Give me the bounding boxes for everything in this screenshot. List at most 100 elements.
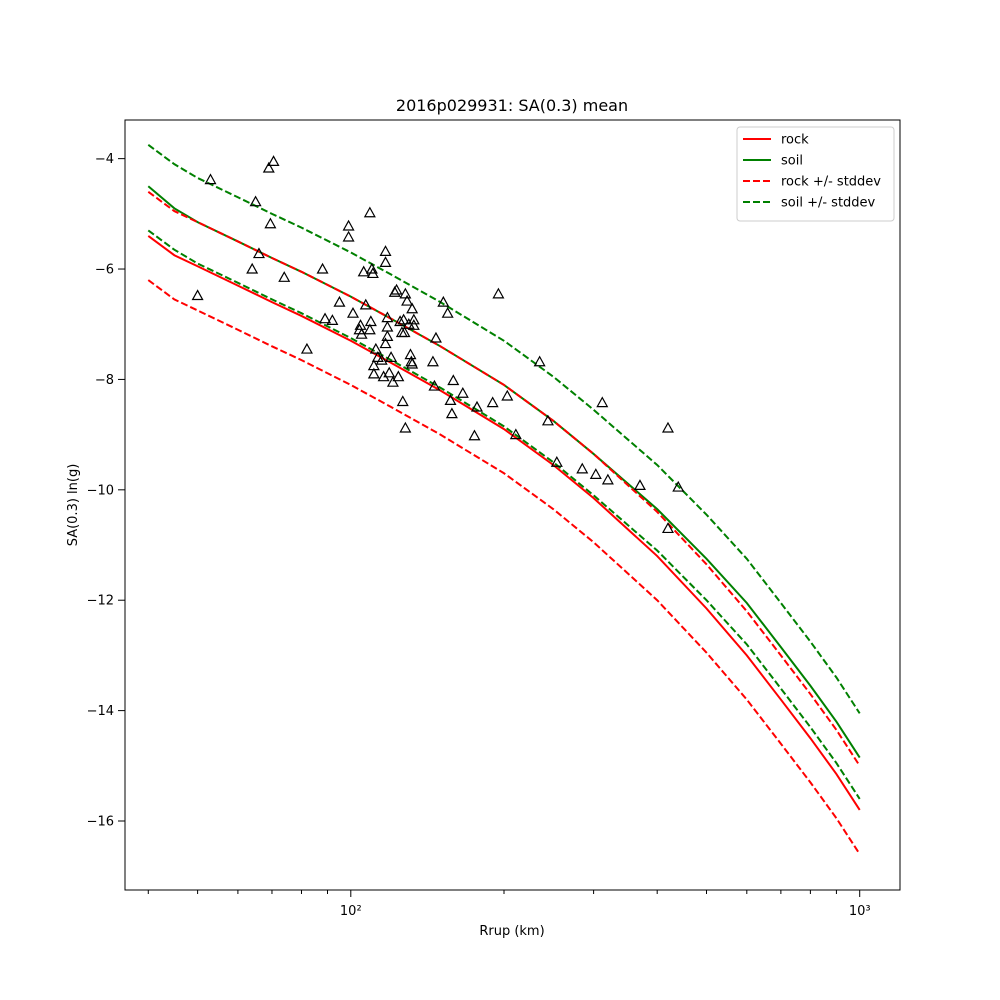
observation-point-75 <box>533 355 546 367</box>
legend: rock soil rock +/- stddev soil +/- stddev <box>736 126 895 222</box>
observation-point-67 <box>447 374 460 386</box>
observation-point-21 <box>359 298 372 310</box>
observation-point-34 <box>379 256 392 268</box>
observation-point-64 <box>441 306 454 318</box>
observation-point-78 <box>576 462 589 474</box>
observation-point-52 <box>401 294 414 306</box>
observation-point-15 <box>342 230 355 242</box>
series-line-4 <box>147 144 861 714</box>
observation-point-12 <box>326 314 339 325</box>
y-tick-label-6: −4 <box>95 152 114 167</box>
observation-point-16 <box>346 306 360 318</box>
x-tick-label-1: 10³ <box>849 904 871 919</box>
observation-point-72 <box>492 287 505 299</box>
observation-point-45 <box>394 315 407 327</box>
plot-area <box>147 144 861 855</box>
observation-point-35 <box>379 337 392 349</box>
y-tick-label-5: −6 <box>95 263 114 278</box>
legend-label-2: rock +/- stddev <box>781 175 881 190</box>
observation-point-5 <box>262 161 275 173</box>
observation-point-80 <box>596 396 609 408</box>
observation-point-24 <box>364 315 377 327</box>
y-tick-label-1: −14 <box>87 704 114 719</box>
axes: 10² 10³ −16 −14 −12 −10 −8 −6 −4 <box>87 152 871 919</box>
observation-point-39 <box>383 366 396 378</box>
observation-point-62 <box>429 331 442 343</box>
observation-point-48 <box>397 313 410 325</box>
legend-box <box>736 126 895 222</box>
observation-point-55 <box>406 302 419 314</box>
observation-point-60 <box>426 355 439 367</box>
observation-point-32 <box>377 370 390 382</box>
observation-point-11 <box>319 312 332 324</box>
observation-point-1 <box>204 173 217 185</box>
observation-point-49 <box>398 326 411 338</box>
legend-label-0: rock <box>781 133 809 148</box>
observation-point-74 <box>509 428 522 440</box>
observation-point-82 <box>633 479 646 491</box>
observation-point-71 <box>486 396 499 408</box>
observation-point-85 <box>672 480 685 492</box>
observation-point-57 <box>406 357 419 369</box>
observation-point-8 <box>278 271 291 282</box>
observation-point-51 <box>399 287 412 299</box>
observation-point-73 <box>501 389 514 401</box>
series-line-0 <box>147 235 861 811</box>
observation-point-7 <box>267 155 280 166</box>
observation-point-3 <box>249 195 262 207</box>
y-tick-label-3: −10 <box>87 483 114 498</box>
observation-point-28 <box>367 367 380 379</box>
observation-point-22 <box>363 206 376 218</box>
observation-point-2 <box>246 262 259 274</box>
observation-point-84 <box>661 522 674 534</box>
observation-point-31 <box>375 353 388 365</box>
observation-point-61 <box>428 379 441 391</box>
observation-point-43 <box>390 283 403 295</box>
legend-label-3: soil +/- stddev <box>781 196 876 211</box>
observation-point-81 <box>601 473 614 485</box>
observation-point-77 <box>550 455 563 467</box>
observation-point-41 <box>386 375 399 387</box>
observation-point-29 <box>369 342 382 354</box>
y-tick-label-2: −12 <box>87 594 114 609</box>
observation-point-65 <box>444 394 457 406</box>
observation-point-70 <box>470 400 484 412</box>
observation-point-18 <box>355 327 368 339</box>
y-tick-label-0: −16 <box>87 815 114 830</box>
observation-point-59 <box>407 319 420 330</box>
observation-point-33 <box>379 245 392 256</box>
observation-point-44 <box>392 370 405 382</box>
observation-point-0 <box>191 289 204 301</box>
observation-point-6 <box>264 217 277 229</box>
observation-point-79 <box>589 468 602 479</box>
observation-point-26 <box>366 267 379 279</box>
observation-point-83 <box>661 421 674 433</box>
observation-point-66 <box>445 407 458 419</box>
plot-frame <box>124 119 901 891</box>
observation-point-47 <box>396 395 409 407</box>
observation-point-58 <box>407 313 420 325</box>
observation-point-63 <box>437 295 450 307</box>
observation-point-50 <box>399 421 412 433</box>
chart-title: 2016p029931: SA(0.3) mean <box>396 96 628 115</box>
observation-point-14 <box>342 219 355 231</box>
observation-point-76 <box>541 414 554 426</box>
observation-point-38 <box>381 330 394 341</box>
x-tick-label-0: 10² <box>340 904 362 919</box>
observation-point-13 <box>333 295 346 307</box>
series-line-5 <box>147 229 861 800</box>
observation-point-40 <box>385 351 398 362</box>
observation-point-68 <box>456 386 469 398</box>
observation-point-9 <box>300 342 313 354</box>
x-axis-label: Rrup (km) <box>479 924 544 939</box>
observation-point-25 <box>365 262 378 274</box>
y-tick-label-4: −8 <box>95 373 114 388</box>
series-line-3 <box>147 279 861 855</box>
observation-point-23 <box>363 323 376 335</box>
observation-point-10 <box>316 262 329 274</box>
observation-point-4 <box>252 247 265 259</box>
observation-point-20 <box>357 265 370 277</box>
observation-point-69 <box>468 429 481 441</box>
y-axis-label: SA(0.3) ln(g) <box>66 464 81 547</box>
